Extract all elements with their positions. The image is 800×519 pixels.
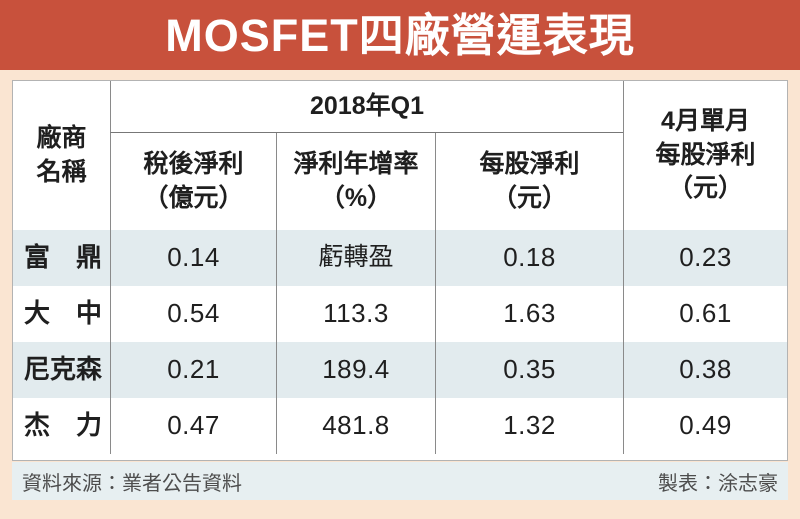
cell-value: 0.38 xyxy=(623,342,787,398)
corner-header-company: 廠商 名稱 xyxy=(36,123,87,186)
col-header-eps: 每股淨利 （元） xyxy=(435,133,623,230)
col-header-april-eps: 4月單月 每股淨利 （元） xyxy=(623,81,787,230)
cell-value: 113.3 xyxy=(276,286,435,342)
cell-value: 0.35 xyxy=(435,342,623,398)
row-name: 大 中 xyxy=(24,298,103,329)
cell-value: 481.8 xyxy=(276,398,435,454)
cell-value: 1.63 xyxy=(435,286,623,342)
cell-value: 0.47 xyxy=(110,398,276,454)
cell-value: 0.23 xyxy=(623,230,787,286)
row-name: 富 鼎 xyxy=(13,230,110,286)
cell-value: 1.32 xyxy=(435,398,623,454)
group-header-2018q1: 2018年Q1 xyxy=(110,81,623,133)
title-banner: MOSFET四廠營運表現 xyxy=(0,0,800,70)
data-source-text: 資料來源：業者公告資料 xyxy=(22,472,242,495)
cell-value: 0.18 xyxy=(435,230,623,286)
row-name: 尼克森 xyxy=(13,342,110,398)
cell-value: 189.4 xyxy=(276,342,435,398)
cell-value: 0.54 xyxy=(110,286,276,342)
cell-value: 虧轉盈 xyxy=(276,230,435,286)
table-credit-text: 製表：涂志豪 xyxy=(658,472,778,495)
cell-value: 0.21 xyxy=(110,342,276,398)
col-header-net-profit: 稅後淨利 （億元） xyxy=(110,133,276,230)
page-title: MOSFET四廠營運表現 xyxy=(165,9,635,61)
row-name: 杰 力 xyxy=(24,410,103,441)
cell-value: 0.14 xyxy=(110,230,276,286)
cell-value: 0.61 xyxy=(623,286,787,342)
ops-table: 廠商 名稱 2018年Q1 4月單月 每股淨利 （元） 稅後淨利 （億元） 淨利… xyxy=(12,80,788,461)
cell-value: 0.49 xyxy=(623,398,787,454)
footer-credits: 資料來源：業者公告資料 製表：涂志豪 xyxy=(12,462,788,500)
col-header-yoy-growth: 淨利年增率 （%） xyxy=(276,133,435,230)
